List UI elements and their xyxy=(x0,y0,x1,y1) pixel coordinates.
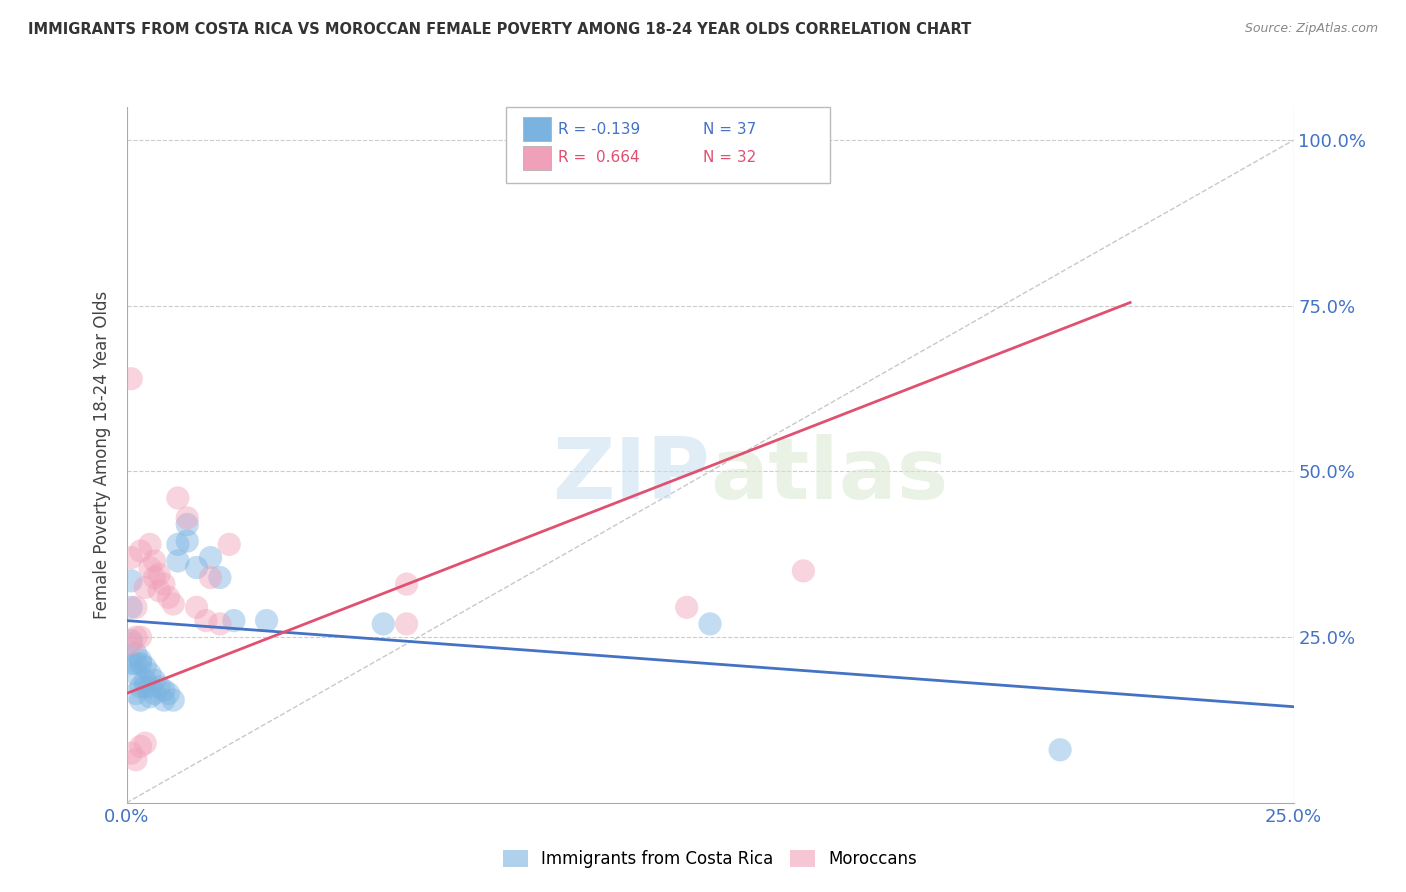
Legend: Immigrants from Costa Rica, Moroccans: Immigrants from Costa Rica, Moroccans xyxy=(496,843,924,874)
Text: Source: ZipAtlas.com: Source: ZipAtlas.com xyxy=(1244,22,1378,36)
Point xyxy=(139,690,162,704)
Point xyxy=(148,583,170,598)
Point xyxy=(134,673,156,688)
Point xyxy=(120,633,142,648)
Point xyxy=(162,597,184,611)
Point xyxy=(792,564,814,578)
Point xyxy=(120,600,142,615)
Point xyxy=(120,550,142,565)
Point xyxy=(129,680,152,694)
Text: IMMIGRANTS FROM COSTA RICA VS MOROCCAN FEMALE POVERTY AMONG 18-24 YEAR OLDS CORR: IMMIGRANTS FROM COSTA RICA VS MOROCCAN F… xyxy=(28,22,972,37)
Point xyxy=(395,616,418,631)
Point xyxy=(373,616,395,631)
Point xyxy=(120,372,142,386)
Point xyxy=(125,753,148,767)
Point xyxy=(222,614,245,628)
Point xyxy=(1049,743,1071,757)
Point xyxy=(134,660,156,674)
Point xyxy=(125,647,148,661)
Point xyxy=(129,657,152,671)
Point xyxy=(120,637,142,651)
Point xyxy=(208,616,231,631)
Point xyxy=(176,511,198,525)
Point xyxy=(148,680,170,694)
Point xyxy=(143,570,166,584)
Point xyxy=(134,680,156,694)
Point xyxy=(186,600,208,615)
Point xyxy=(256,614,278,628)
Point xyxy=(129,653,152,667)
Point xyxy=(129,544,152,558)
Point xyxy=(125,666,148,681)
Text: atlas: atlas xyxy=(710,434,948,517)
Point xyxy=(129,739,152,754)
Point xyxy=(120,574,142,588)
Point xyxy=(139,680,162,694)
Point xyxy=(186,560,208,574)
Point xyxy=(143,554,166,568)
Point xyxy=(176,534,198,549)
Point xyxy=(125,600,148,615)
Point xyxy=(176,517,198,532)
Point xyxy=(125,657,148,671)
Point xyxy=(218,537,240,551)
Point xyxy=(143,673,166,688)
Point xyxy=(129,693,152,707)
Point xyxy=(162,693,184,707)
Point xyxy=(157,591,180,605)
Point xyxy=(120,657,142,671)
Point xyxy=(148,567,170,582)
Point xyxy=(139,666,162,681)
Point xyxy=(167,554,190,568)
Point xyxy=(157,686,180,700)
Point xyxy=(208,570,231,584)
Point xyxy=(129,630,152,644)
Point xyxy=(139,560,162,574)
Point xyxy=(120,746,142,760)
Point xyxy=(395,577,418,591)
Point xyxy=(200,570,222,584)
Text: R =  0.664: R = 0.664 xyxy=(558,151,640,165)
Text: ZIP: ZIP xyxy=(553,434,710,517)
Point xyxy=(699,616,721,631)
Point xyxy=(125,686,148,700)
Point xyxy=(134,581,156,595)
Point xyxy=(139,537,162,551)
Point xyxy=(200,550,222,565)
Text: N = 37: N = 37 xyxy=(703,122,756,136)
Point xyxy=(153,577,176,591)
Point xyxy=(143,686,166,700)
Point xyxy=(167,491,190,505)
Point xyxy=(675,600,697,615)
Point xyxy=(167,537,190,551)
Point xyxy=(194,614,217,628)
Point xyxy=(153,683,176,698)
Text: R = -0.139: R = -0.139 xyxy=(558,122,640,136)
Point xyxy=(134,736,156,750)
Y-axis label: Female Poverty Among 18-24 Year Olds: Female Poverty Among 18-24 Year Olds xyxy=(93,291,111,619)
Point xyxy=(125,630,148,644)
Text: N = 32: N = 32 xyxy=(703,151,756,165)
Point xyxy=(153,693,176,707)
